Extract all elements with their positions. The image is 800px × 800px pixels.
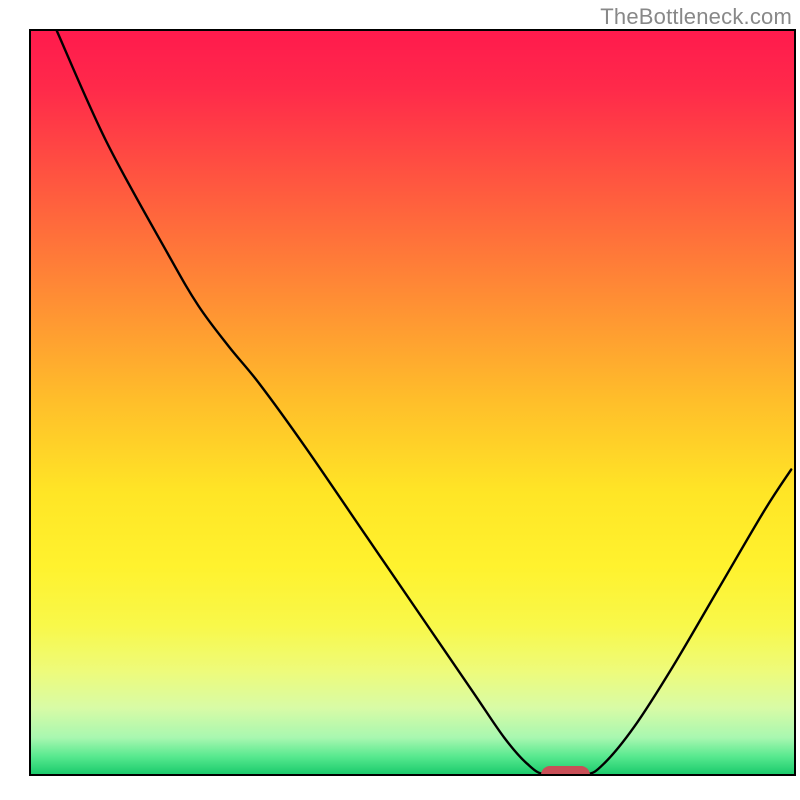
- gradient-background: [30, 30, 795, 775]
- chart-svg: [0, 0, 800, 800]
- bottleneck-chart: TheBottleneck.com: [0, 0, 800, 800]
